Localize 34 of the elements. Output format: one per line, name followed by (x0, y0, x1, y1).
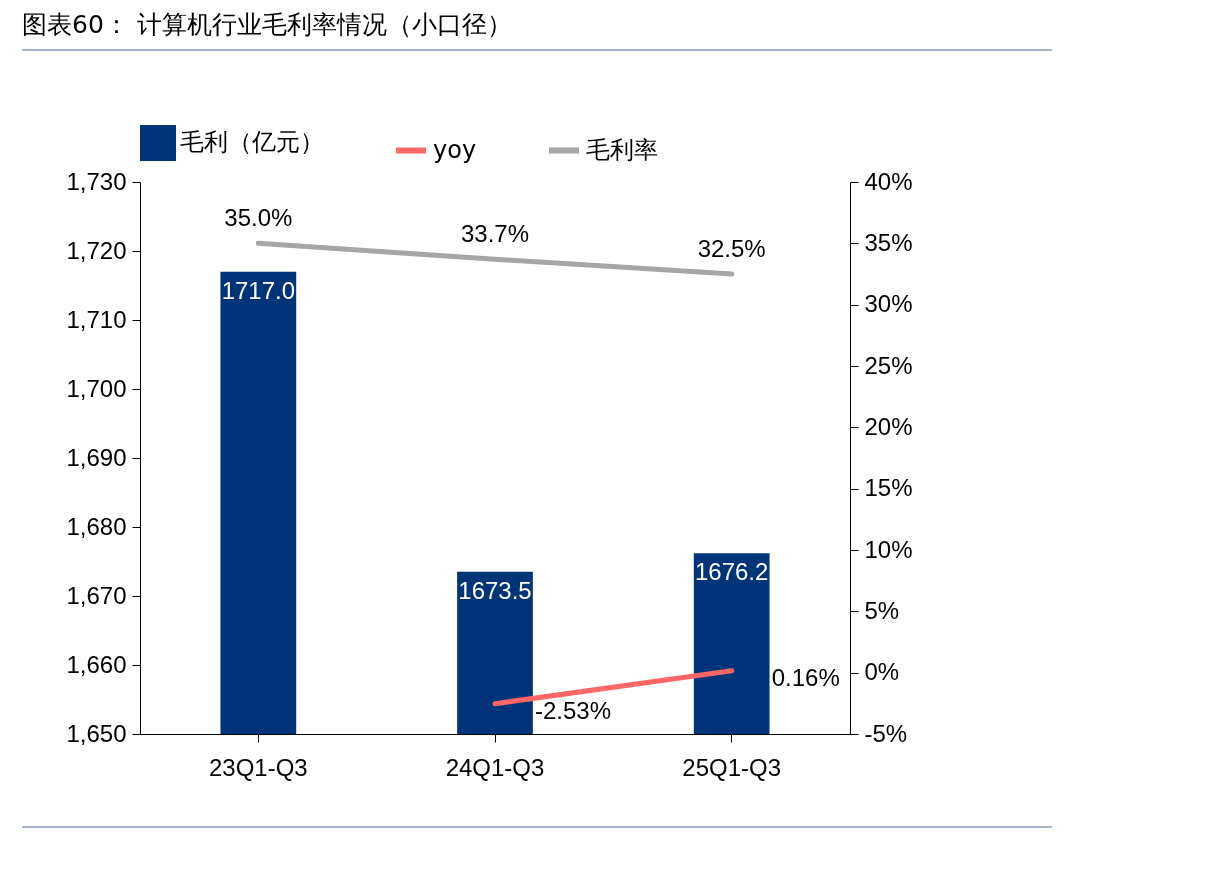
data-label: 1673.5 (458, 576, 532, 604)
y-tick-label: 1,710 (66, 305, 127, 333)
y-tick-label: 1,670 (66, 581, 127, 609)
y2-tick-label: 0% (864, 658, 900, 686)
y2-tick-label: 20% (864, 412, 913, 440)
data-label: -2.53% (535, 696, 612, 724)
legend-label: 毛利率 (586, 135, 658, 164)
y-tick-label: 1,650 (66, 719, 127, 747)
y2-tick-label: 30% (864, 290, 913, 318)
data-label: 32.5% (697, 235, 766, 262)
x-tick-label: 24Q1-Q3 (445, 753, 545, 781)
y2-tick-label: -5% (864, 719, 908, 747)
legend-label: 毛利（亿元） (180, 128, 324, 156)
y2-tick-label: 5% (864, 596, 900, 624)
data-label: 35.0% (224, 204, 293, 232)
x-tick-label: 23Q1-Q3 (208, 753, 308, 781)
y2-tick-label: 10% (864, 535, 913, 563)
legend-label: yoy (433, 135, 477, 164)
y-tick-label: 1,730 (66, 167, 127, 195)
y-tick-label: 1,660 (66, 650, 127, 678)
data-label: 1717.0 (221, 276, 296, 304)
data-label: 1676.2 (694, 558, 769, 586)
y-tick-label: 1,680 (66, 512, 127, 540)
x-tick-label: 25Q1-Q3 (682, 753, 782, 781)
y-tick-label: 1,690 (66, 443, 127, 471)
y2-tick-label: 15% (864, 474, 913, 502)
data-label: 33.7% (460, 220, 530, 248)
y2-tick-label: 25% (864, 351, 913, 379)
data-label: 0.16% (771, 663, 840, 691)
chart-title: 图表60： 计算机行业毛利率情况（小口径） (22, 8, 1052, 51)
y2-tick-label: 40% (864, 167, 913, 195)
y-tick-label: 1,700 (66, 374, 127, 402)
y-tick-label: 1,720 (66, 236, 127, 264)
y2-tick-label: 35% (864, 228, 913, 256)
